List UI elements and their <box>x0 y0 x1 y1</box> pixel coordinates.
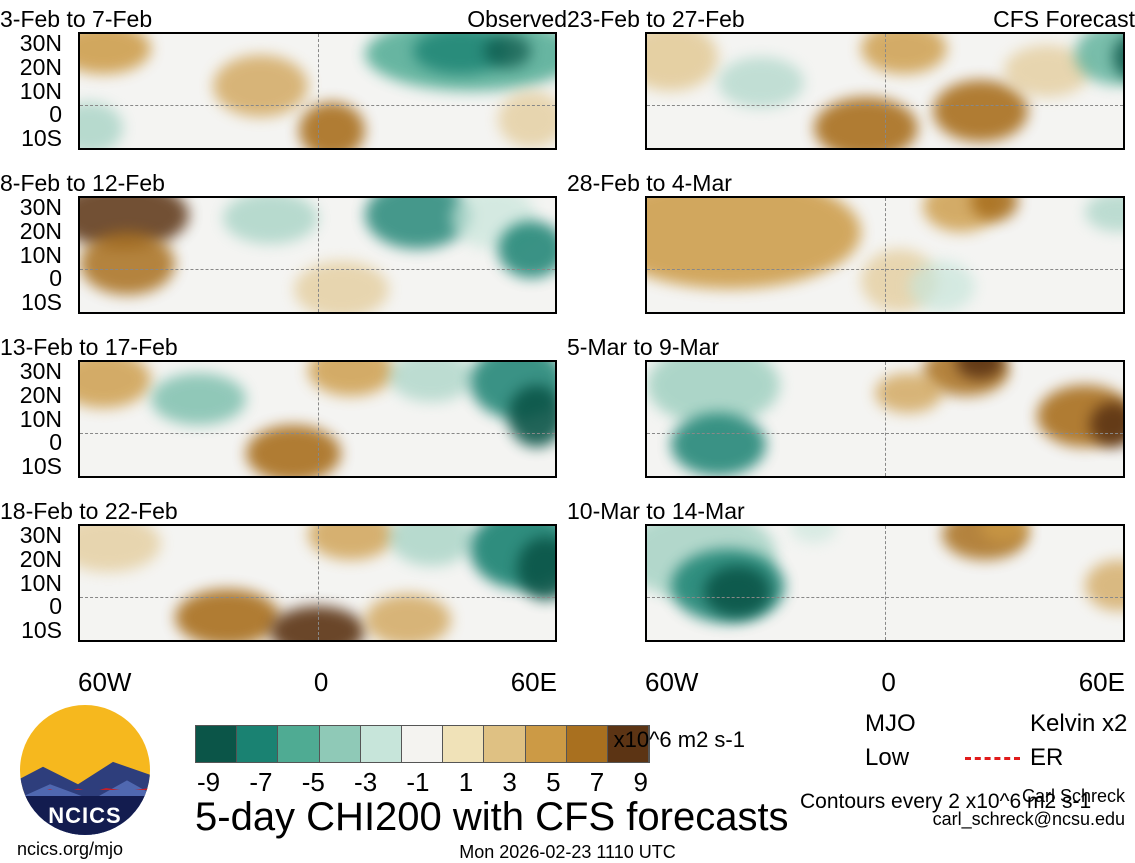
panel-title-2: 8-Feb to 12-Feb <box>0 170 165 197</box>
yaxis-labels-0: 30N 20N 10N 0 10S <box>0 32 70 150</box>
yaxis-labels-2: 30N 20N 10N 0 10S <box>0 196 70 314</box>
legend-item-low: Low <box>800 744 965 772</box>
map-panel-3[interactable] <box>645 196 1125 314</box>
er-line-icon <box>965 757 1020 760</box>
panel-cell-6: 30N 20N 10N 0 10S 18-Feb to 22-Feb <box>0 498 567 664</box>
map-panel-4[interactable] <box>78 360 557 478</box>
legend-wrap: MJO Kelvin x2 Low ER Contours every 2 x1… <box>800 710 1130 814</box>
legend-item-mjo: MJO <box>800 710 965 738</box>
colorbar-cell-2 <box>278 726 319 762</box>
bottom-area: NCICS ncics.org/mjo x10^6 m2 s-1 -9 -7 -… <box>0 700 1135 860</box>
ncics-logo: NCICS ncics.org/mjo <box>15 705 155 860</box>
legend-item-er: ER <box>965 744 1130 772</box>
legend-row-0: MJO Kelvin x2 <box>800 710 1130 738</box>
panel-label-1: CFS Forecast <box>993 6 1135 33</box>
map-panel-0[interactable] <box>78 32 557 150</box>
map-panel-5[interactable] <box>645 360 1125 478</box>
panel-cell-5: 5-Mar to 9-Mar <box>567 334 1135 498</box>
yaxis-labels-4: 30N 20N 10N 0 10S <box>0 360 70 478</box>
panel-cell-1: 23-Feb to 27-Feb CFS Forecast <box>567 6 1135 170</box>
colorbar-wrap: x10^6 m2 s-1 -9 -7 -5 -3 -1 1 3 5 7 9 <box>195 725 650 798</box>
map-panel-2[interactable] <box>78 196 557 314</box>
legend-item-kelvin: Kelvin x2 <box>965 710 1130 738</box>
map-grid: 30N 20N 10N 0 10S 3-Feb to 7-Feb Observe… <box>0 6 1135 664</box>
panel-title-6: 18-Feb to 22-Feb <box>0 498 178 525</box>
ncics-url-link[interactable]: ncics.org/mjo <box>15 839 155 860</box>
panel-title-3: 28-Feb to 4-Mar <box>567 170 732 197</box>
colorbar-cell-6 <box>443 726 484 762</box>
panel-cell-7: 10-Mar to 14-Mar 60W 0 60E <box>567 498 1135 664</box>
panel-cell-2: 30N 20N 10N 0 10S 8-Feb to 12-Feb <box>0 170 567 334</box>
map-panel-7[interactable] <box>645 524 1125 642</box>
panel-cell-4: 30N 20N 10N 0 10S 13-Feb to 17-Feb <box>0 334 567 498</box>
panel-title-4: 13-Feb to 17-Feb <box>0 334 178 361</box>
panel-cell-3: 28-Feb to 4-Mar <box>567 170 1135 334</box>
xaxis-labels-6: 60W 0 60E <box>78 667 557 698</box>
colorbar-cell-0 <box>196 726 237 762</box>
legend-row-1: Low ER <box>800 744 1130 772</box>
colorbar-unit-label: x10^6 m2 s-1 <box>614 727 745 753</box>
map-panel-1[interactable] <box>645 32 1125 150</box>
panel-title-1: 23-Feb to 27-Feb <box>567 6 745 33</box>
map-panel-6[interactable] <box>78 524 557 642</box>
colorbar-cell-1 <box>237 726 278 762</box>
xaxis-labels-7: 60W 0 60E <box>645 667 1125 698</box>
colorbar-cell-3 <box>320 726 361 762</box>
colorbar-cell-4 <box>361 726 402 762</box>
panel-title-0: 3-Feb to 7-Feb <box>0 6 152 33</box>
colorbar-cell-9 <box>567 726 608 762</box>
colorbar: x10^6 m2 s-1 <box>195 725 650 763</box>
colorbar-cell-7 <box>484 726 525 762</box>
caption-title: 5-day CHI200 with CFS forecasts <box>195 795 789 840</box>
panel-title-5: 5-Mar to 9-Mar <box>567 334 719 361</box>
colorbar-cell-8 <box>526 726 567 762</box>
colorbar-ticklabels: -9 -7 -5 -3 -1 1 3 5 7 9 <box>195 767 650 798</box>
panel-cell-0: 30N 20N 10N 0 10S 3-Feb to 7-Feb Observe… <box>0 6 567 170</box>
panel-title-7: 10-Mar to 14-Mar <box>567 498 745 525</box>
panel-label-0: Observed <box>467 6 567 33</box>
colorbar-cell-5 <box>402 726 443 762</box>
yaxis-labels-6: 30N 20N 10N 0 10S <box>0 524 70 642</box>
author-credit: Carl Schreck carl_schreck@ncsu.edu <box>933 785 1125 832</box>
